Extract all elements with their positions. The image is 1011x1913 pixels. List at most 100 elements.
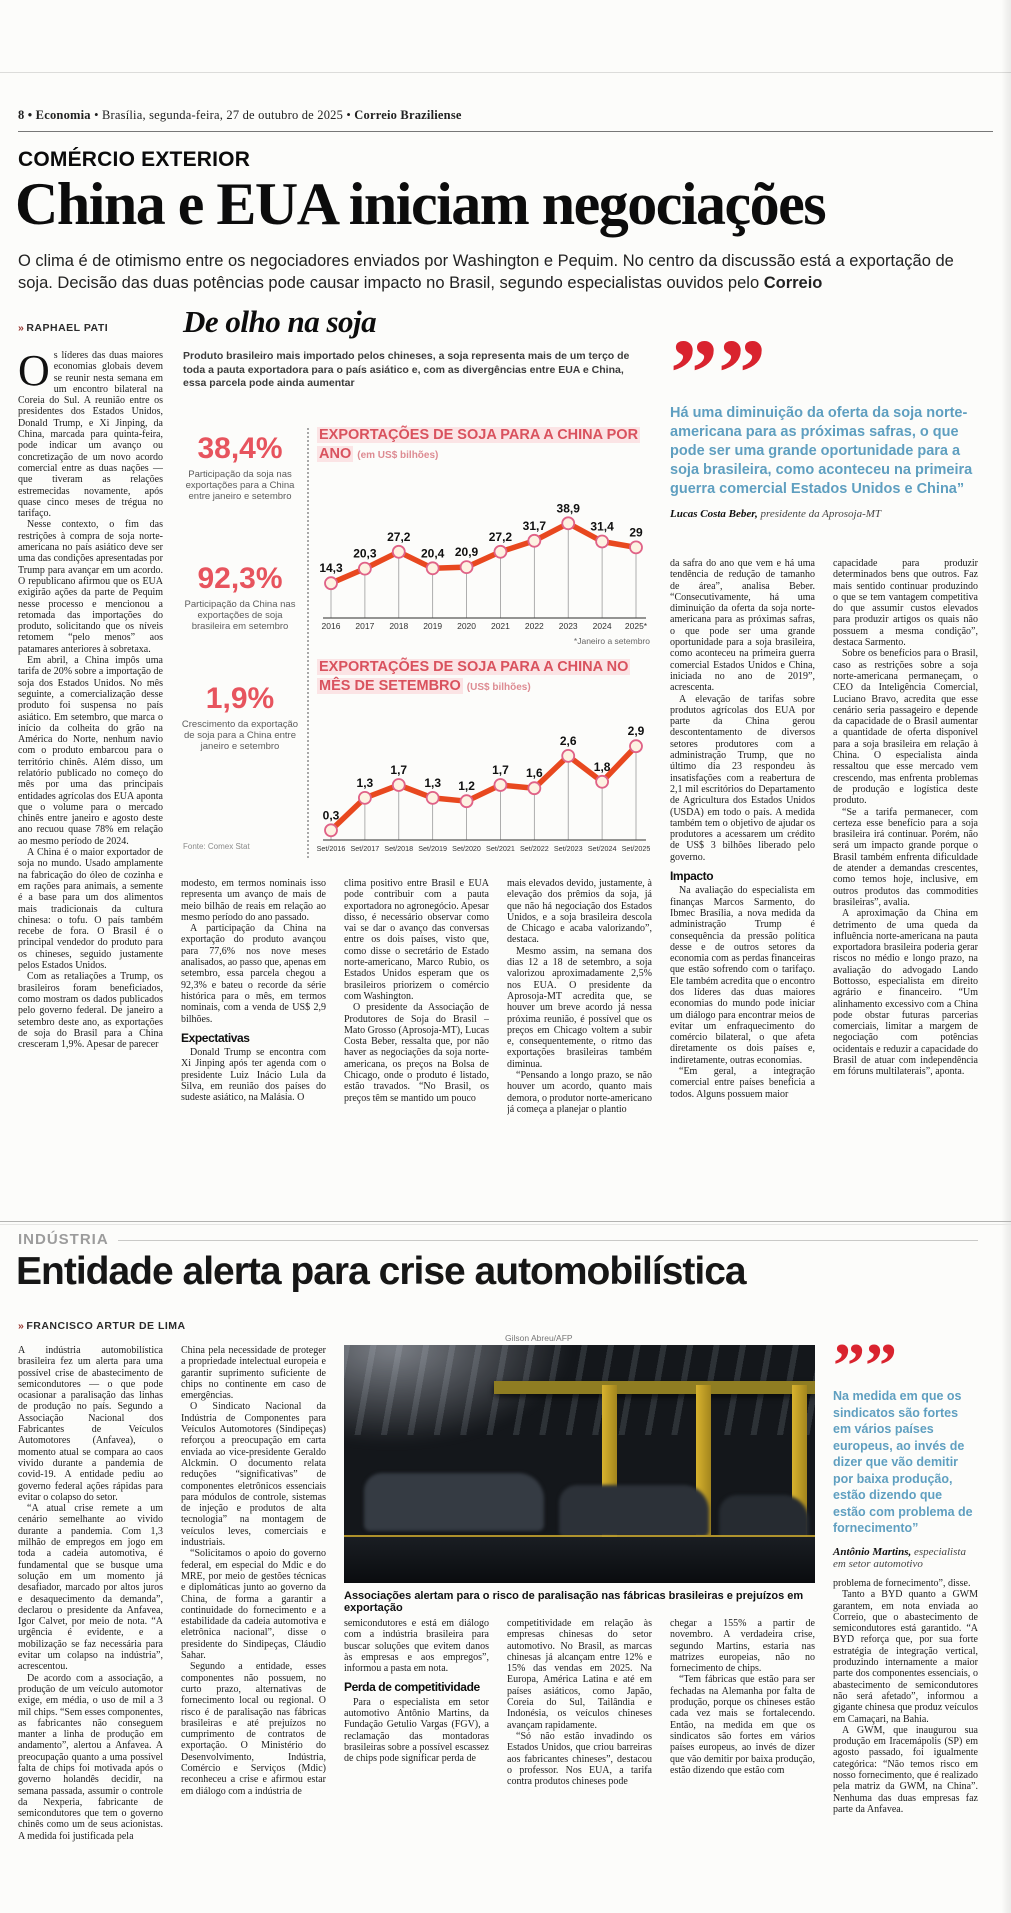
article-divider [0,1221,1011,1222]
chart-exports-september: 0,3 1,3 1,7 1,3 1,2 1,7 1,6 2,6 1,8 2,9 Set/2016 Se… [317,724,650,853]
byline-name: RAPHAEL PATI [26,322,109,334]
page-top-rule [0,72,1011,73]
body-paragraph: “A atual crise remete a um cenário semel… [18,1503,163,1673]
svg-text:2017: 2017 [355,621,374,631]
body-paragraph: “Solicitamos o apoio do governo federal,… [181,1548,326,1662]
article1-column-5: da safra do ano que vem e há uma tendênc… [670,558,815,1212]
body-paragraph: “Pensando a longo prazo, se não houver u… [507,1070,652,1115]
body-paragraph: semicondutores e está em diálogo com a i… [344,1618,489,1675]
body-paragraph: problema de fornecimento”, disse. [833,1578,971,1589]
body-paragraph: A participação da China na exportação do… [181,923,326,1025]
body-paragraph: A China é o maior exportador de soja no … [18,847,163,972]
svg-text:1,2: 1,2 [458,779,475,793]
body-paragraph: competitividade em relação às empresas c… [507,1618,652,1731]
svg-text:Set/2020: Set/2020 [452,844,481,853]
quote-marks-icon: ”” [833,1342,897,1384]
body-paragraph: Em abril, a China impôs uma tarifa de 20… [18,655,163,847]
svg-text:1,3: 1,3 [357,776,374,790]
body-paragraph: “Tem fábricas que estão para ser fechada… [670,1674,815,1776]
deck-paper-name: Correio [763,274,823,292]
photo-gantry-beam [494,1381,815,1394]
svg-text:2019: 2019 [423,621,442,631]
svg-text:20,3: 20,3 [353,547,377,561]
chart1-title: EXPORTAÇÕES DE SOJA PARA A CHINA POR ANO… [317,427,641,462]
body-paragraph: Donald Trump se encontra com Xi Jinping … [181,1047,326,1104]
quote-attribution: Antônio Martins, especialista em setor a… [833,1545,966,1570]
body-paragraph: China pela necessidade de proteger a pro… [181,1345,326,1402]
column-subhead: Expectativas [181,1030,250,1045]
body-paragraph: clima positivo entre Brasil e EUA pode c… [344,878,489,1002]
chart2-title: EXPORTAÇÕES DE SOJA PARA A CHINA NO MÊS … [317,659,631,694]
byline-chevron-icon: » [18,322,25,334]
second-headline: Entidade alerta para crise automobilísti… [16,1250,747,1293]
svg-text:1,7: 1,7 [390,763,407,777]
stat-label: Participação da China nas exportações de… [184,599,296,632]
body-paragraph: Nesse contexto, o fim das restrições à c… [18,519,163,655]
body-paragraph: “Se a tarifa permanecer, com certeza ess… [833,806,978,908]
pull-quote-beber: ”” Há uma diminuição da oferta da soja n… [670,338,978,520]
article2-column-1: A indústria automobilística brasileira f… [18,1345,163,1870]
paper-name: Correio Braziliense [354,108,462,122]
infographic-intro: Produto brasileiro mais importado pelos … [183,350,630,389]
byline-article1: » RAPHAEL PATI [18,322,108,334]
article2-column-3: semicondutores e está em diálogo com a i… [344,1618,489,1818]
body-paragraph: mais elevados devido, justamente, à elev… [507,878,652,946]
infographic-source: Fonte: Comex Stat [183,842,250,851]
body-paragraph: “Em geral, a integração comercial entre … [670,1066,815,1100]
quote-marks-icon: ”” [670,338,766,400]
chart1-footnote: *Janeiro a setembro [573,636,650,646]
svg-text:2025*: 2025* [625,621,648,631]
drop-cap: O [18,350,50,395]
article1-column-2: modesto, em termos nominais isso represe… [181,878,326,1212]
svg-text:Set/2024: Set/2024 [588,844,617,853]
quote-text: Na medida em que os sindicatos são forte… [833,1389,973,1535]
article1-column-6: capacidade para produzir determinados be… [833,558,978,1212]
stat-value: 92,3% [197,562,283,595]
stat-label: Crescimento da exportação de soja para a… [181,719,299,752]
svg-text:2,9: 2,9 [628,724,645,738]
masthead-rule [18,131,993,132]
svg-text:Set/2019: Set/2019 [418,844,447,853]
main-headline: China e EUA iniciam negociações [15,171,827,237]
masthead: 8 • Economia • Brasília, segunda-feira, … [18,108,993,123]
byline-article2: » FRANCISCO ARTUR DE LIMA [18,1320,186,1332]
svg-text:2020: 2020 [457,621,476,631]
body-paragraph: da safra do ano que vem e há uma tendênc… [670,558,815,694]
article1-column-3: clima positivo entre Brasil e EUA pode c… [344,878,489,1212]
svg-text:Set/2023: Set/2023 [554,844,583,853]
factory-photo [344,1345,815,1583]
svg-text:0,3: 0,3 [323,808,340,822]
photo-skylight [344,1345,574,1445]
svg-text:Set/2022: Set/2022 [520,844,549,853]
svg-text:1,7: 1,7 [492,763,509,777]
body-paragraph: “Só não estão invadindo os Estados Unido… [507,1730,652,1788]
svg-text:29: 29 [629,525,643,539]
chart-exports-per-year: 14,3 20,3 27,2 20,4 20,9 27,2 31,7 38,9 31,4 29 20… [319,501,648,631]
body-paragraph: A GWM, que inaugurou sua produção em Ira… [833,1724,978,1815]
svg-text:Set/2016: Set/2016 [317,844,346,853]
quote-text: Há uma diminuição da oferta da soja nort… [670,405,973,497]
svg-text:2,6: 2,6 [560,734,577,748]
svg-text:1,3: 1,3 [424,776,441,790]
body-paragraph: modesto, em termos nominais isso represe… [181,878,326,923]
stat-label: Participação da soja nas exportações par… [185,469,295,502]
svg-text:38,9: 38,9 [557,501,581,515]
svg-text:2023: 2023 [559,621,578,631]
svg-text:1,8: 1,8 [594,760,611,774]
stat-value: 38,4% [197,432,283,465]
body-paragraph: A indústria automobilística brasileira f… [18,1345,163,1503]
body-paragraph: A elevação de tarifas sobre produtos agr… [670,693,815,863]
body-paragraph: Para o especialista em setor automotivo … [344,1696,489,1765]
svg-text:27,2: 27,2 [489,530,513,544]
svg-text:1,6: 1,6 [526,766,543,780]
article2-column-6: problema de fornecimento”, disse. Tanto a… [833,1578,978,1870]
photo-caption: Associações alertam para o risco de para… [344,1590,804,1614]
page-number-section: 8 • Economia [18,108,91,122]
stat-soy-share: 38,4% Participação da soja nas exportaçõ… [181,432,299,502]
photo-credit: Gilson Abreu/AFP [505,1333,573,1343]
deck-text: O clima é de otimismo entre os negociado… [18,252,954,292]
body-paragraph: capacidade para produzir determinados be… [833,558,978,649]
column-subhead: Perda de competitividade [344,1680,480,1695]
